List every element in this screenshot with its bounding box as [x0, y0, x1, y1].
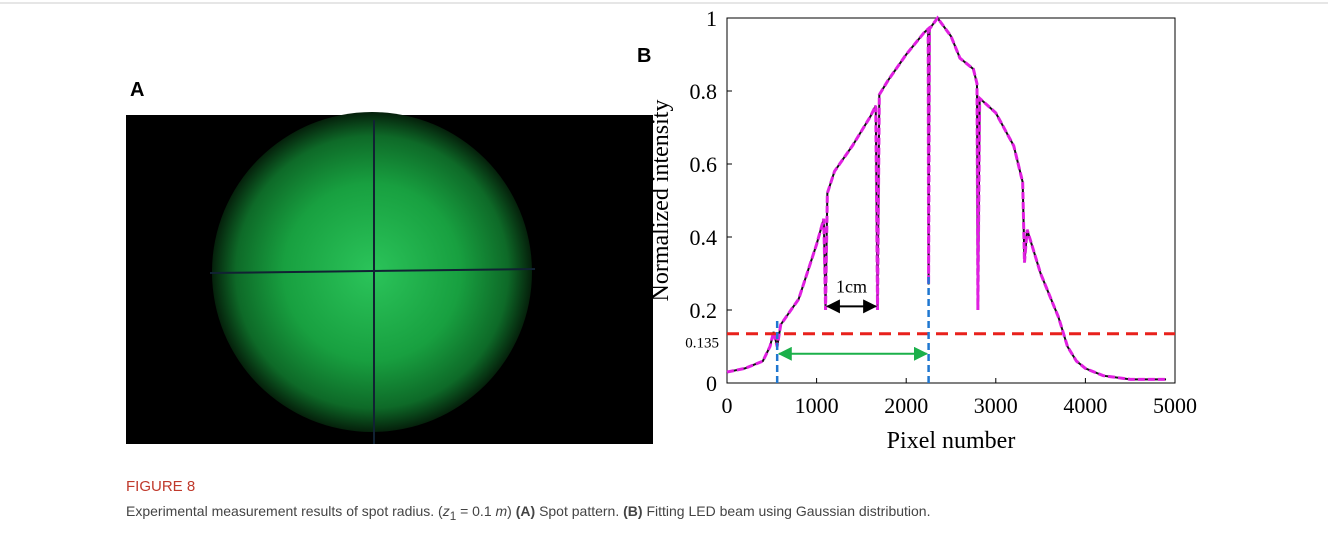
caption-text: = 0.1 [456, 503, 496, 519]
data-line [726, 16, 1167, 381]
figure: A B 0 1000 2000 3000 4000 5000 0 0.2 0.4 0.6 0.8 1 Pi… [0, 2, 1328, 454]
caption-text: Spot pattern. [539, 503, 620, 519]
y-tick-label: 0.8 [690, 79, 718, 104]
caption-var: z [442, 503, 450, 519]
plot-frame [726, 17, 1176, 384]
spot-image [126, 112, 653, 444]
x-tick-label: 5000 [1153, 393, 1197, 418]
figure-label: FIGURE 8 [126, 478, 196, 495]
threshold-label: 0.135 [685, 336, 719, 352]
panel-label: A [130, 79, 144, 101]
caption-text: Experimental measurement results of spot… [126, 503, 443, 519]
x-tick-label: 2000 [884, 393, 928, 418]
caption-label: (B) [623, 503, 643, 519]
x-tick-label: 3000 [974, 393, 1018, 418]
x-tick-label: 0 [722, 393, 733, 418]
caption-text: ) [507, 503, 512, 519]
x-axis-label: Pixel number [887, 428, 1016, 454]
x-tick-label: 4000 [1063, 393, 1107, 418]
caption-label: (A) [515, 503, 536, 519]
x-tick-label: 1000 [795, 393, 839, 418]
scale-label: 1cm [836, 276, 867, 296]
caption-unit: m [495, 503, 508, 519]
data-line [726, 15, 1167, 381]
caption-text: Fitting LED beam using Gaussian distribu… [646, 503, 931, 519]
caption-sub: 1 [449, 509, 457, 523]
y-tick-label: 1 [706, 6, 717, 31]
y-tick-label: 0.4 [690, 225, 718, 250]
y-tick-label: 0.6 [690, 152, 718, 177]
caption: Experimental measurement results of spot… [126, 503, 931, 523]
panel-label: B [637, 45, 651, 67]
y-axis-label: Normalized intensity [648, 100, 674, 302]
y-tick-label: 0 [706, 371, 717, 396]
y-tick-label: 0.2 [690, 298, 718, 323]
